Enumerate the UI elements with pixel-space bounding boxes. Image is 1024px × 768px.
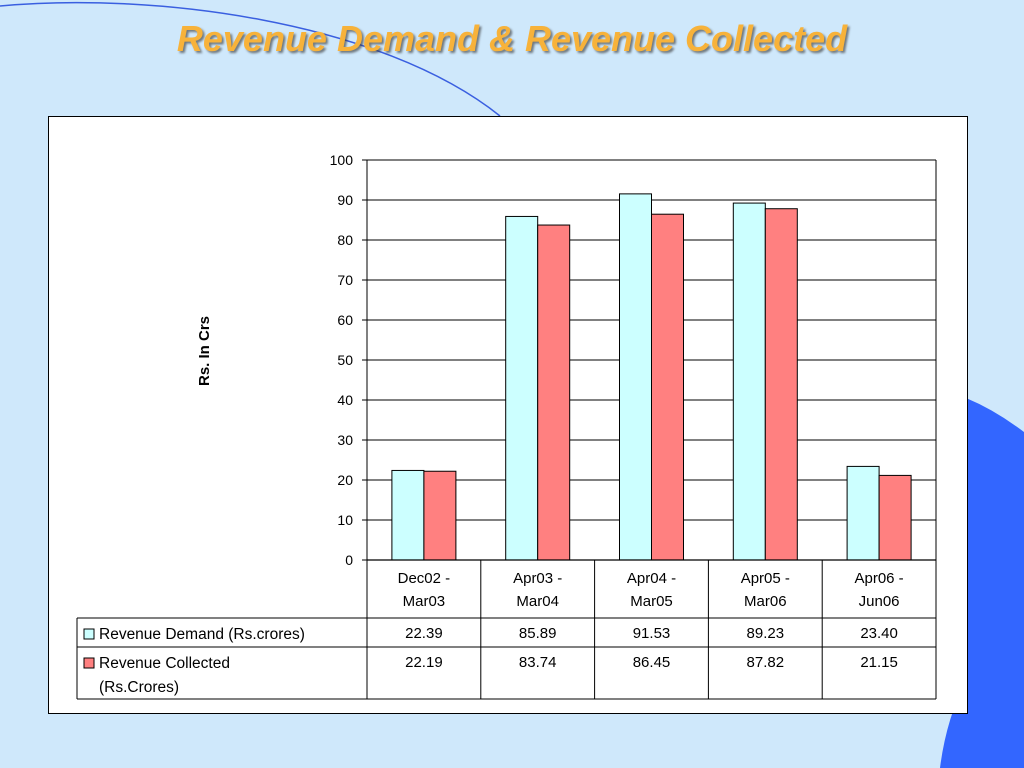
- y-tick-label: 10: [337, 512, 353, 528]
- bar-collected: [878, 474, 912, 561]
- bar-collected: [537, 224, 571, 561]
- bar-demand: [732, 202, 766, 561]
- chart: 0 10 20 30 40 50 60 70 80 90 100 Dec02 - Mar03 Apr03…: [76, 152, 937, 700]
- table-cell-value: 22.39: [405, 625, 443, 642]
- legend-label: (Rs.Crores): [99, 679, 179, 696]
- data-table: Dec02 - Mar03 Apr03 - Mar04 Apr04 - Mar05 Apr0…: [76, 559, 937, 700]
- table-cell-value: 85.89: [519, 625, 557, 642]
- chart-frame: 0 10 20 30 40 50 60 70 80 90 100 Dec02 - Mar03 Apr03…: [48, 116, 968, 714]
- bar-demand: [505, 215, 539, 561]
- y-tick-label: 0: [345, 552, 353, 568]
- bars: [391, 193, 912, 561]
- table-cell-value: 83.74: [519, 654, 557, 671]
- y-tick-label: 40: [337, 392, 353, 408]
- table-cell-value: 21.15: [860, 654, 898, 671]
- x-tick-label: Mar04: [516, 593, 559, 610]
- decorative-curve-line: [0, 1, 501, 117]
- x-tick-label: Mar06: [744, 593, 787, 610]
- legend-key-demand: [83, 628, 95, 640]
- table-cell-value: 91.53: [633, 625, 671, 642]
- x-tick-label: Apr04 -: [627, 570, 676, 587]
- x-tick-label: Apr06 -: [854, 570, 903, 587]
- x-tick-label: Jun06: [859, 593, 900, 610]
- bar-demand: [391, 469, 425, 561]
- y-tick-label: 100: [330, 152, 354, 168]
- x-tick-label: Apr05 -: [741, 570, 790, 587]
- slide-title: Revenue Demand & Revenue Collected: [176, 18, 848, 59]
- table-cell-value: 86.45: [633, 654, 671, 671]
- legend-label: Revenue Demand (Rs.crores): [99, 626, 305, 643]
- bar-collected: [764, 208, 798, 561]
- decorative-blue-shape: [940, 398, 1024, 768]
- y-tick-label: 70: [337, 272, 353, 288]
- table-cell-value: 23.40: [860, 625, 898, 642]
- table-cell-value: 22.19: [405, 654, 443, 671]
- legend-key-collected: [83, 657, 95, 669]
- y-tick-label: 30: [337, 432, 353, 448]
- x-tick-label: Apr03 -: [513, 570, 562, 587]
- bar-collected: [651, 213, 684, 561]
- y-tick-label: 80: [337, 232, 353, 248]
- bar-demand: [619, 193, 652, 561]
- y-axis-label: Rs. In Crs: [196, 316, 213, 386]
- y-tick-label: 20: [337, 472, 353, 488]
- x-tick-label: Dec02 -: [398, 570, 451, 587]
- y-tick-label: 50: [337, 352, 353, 368]
- legend-label: Revenue Collected: [99, 655, 230, 672]
- bar-collected: [423, 470, 457, 561]
- table-cell-value: 87.82: [747, 654, 785, 671]
- bar-demand: [846, 465, 880, 561]
- x-tick-label: Mar03: [403, 593, 446, 610]
- x-tick-label: Mar05: [630, 593, 673, 610]
- table-cell-value: 89.23: [747, 625, 785, 642]
- y-tick-label: 60: [337, 312, 353, 328]
- axes: 0 10 20 30 40 50 60 70 80 90 100: [330, 152, 937, 568]
- y-tick-label: 90: [337, 192, 353, 208]
